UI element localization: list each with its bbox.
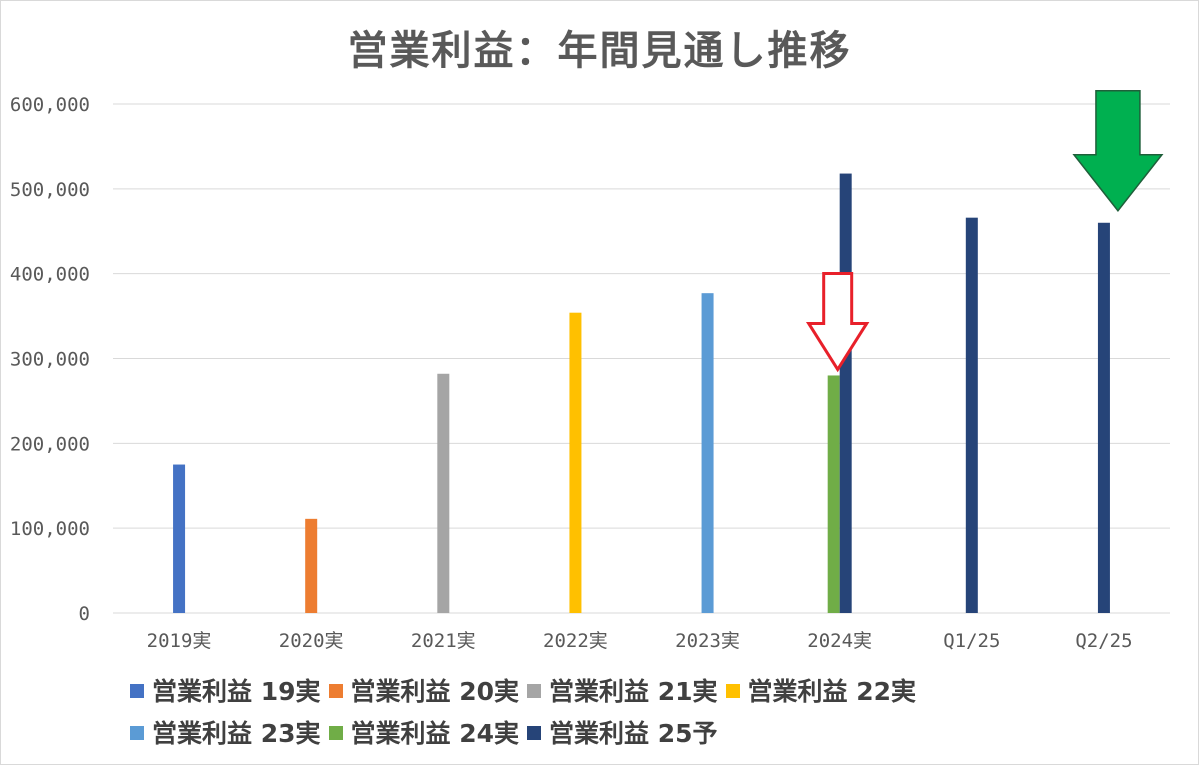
legend-swatch: [130, 684, 144, 698]
legend-label: 営業利益 24実: [350, 719, 520, 748]
y-tick-label: 0: [79, 603, 90, 625]
legend-item: 営業利益 24実: [328, 714, 520, 750]
legend-label: 営業利益 21実: [549, 677, 718, 706]
x-tick-label: 2019実: [147, 630, 212, 652]
x-tick-label: 2021実: [411, 630, 476, 652]
legend-item: 営業利益 22実: [725, 672, 917, 708]
legend-swatch: [328, 684, 343, 698]
x-tick-label: 2024実: [807, 630, 872, 652]
y-tick-label: 200,000: [10, 433, 90, 455]
legend-label: 営業利益 20実: [350, 677, 520, 706]
x-tick-label: 2020実: [279, 630, 344, 652]
bar: [701, 293, 714, 613]
chart-title: 営業利益：年間見通し推移: [347, 28, 852, 74]
x-tick-label: Q2/25: [1075, 630, 1132, 652]
bar: [1097, 222, 1110, 613]
legend-swatch: [130, 726, 144, 740]
legend-item: 営業利益 19実: [130, 672, 321, 708]
legend-label: 営業利益 23実: [152, 719, 321, 748]
legend-row: 営業利益 19実 営業利益 20実 営業利益 21実 営業利益 22実: [130, 672, 1130, 714]
x-tick-label: Q1/25: [943, 630, 1000, 652]
bar: [827, 375, 840, 613]
legend-item: 営業利益 20実: [328, 672, 520, 708]
legend-label: 営業利益 19実: [152, 677, 321, 706]
bar: [305, 518, 318, 613]
legend-label: 営業利益 25予: [549, 719, 718, 748]
y-tick-label: 100,000: [10, 518, 90, 540]
x-tick-label: 2022実: [543, 630, 608, 652]
bar: [839, 173, 852, 613]
legend-swatch: [527, 684, 541, 698]
legend-item: 営業利益 25予: [527, 714, 718, 750]
y-tick-label: 500,000: [10, 179, 90, 201]
legend-item: 営業利益 21実: [527, 672, 718, 708]
y-tick-label: 400,000: [10, 264, 90, 286]
legend-swatch: [527, 726, 541, 740]
bar: [965, 217, 978, 613]
legend: 営業利益 19実 営業利益 20実 営業利益 21実 営業利益 22実 営業利益 23実…: [130, 672, 1130, 756]
y-tick-label: 300,000: [10, 349, 90, 371]
bar: [437, 373, 450, 613]
legend-row: 営業利益 23実 営業利益 24実 営業利益 25予: [130, 714, 1130, 756]
legend-swatch: [328, 726, 343, 740]
bar: [173, 464, 186, 613]
x-tick-label: 2023実: [675, 630, 740, 652]
red-outline-arrow-icon: [805, 271, 870, 373]
legend-label: 営業利益 22実: [747, 677, 917, 706]
green-filled-arrow-icon: [1072, 90, 1164, 212]
legend-item: 営業利益 23実: [130, 714, 321, 750]
bar: [569, 312, 582, 613]
y-tick-label: 600,000: [10, 94, 90, 116]
legend-swatch: [725, 684, 740, 698]
